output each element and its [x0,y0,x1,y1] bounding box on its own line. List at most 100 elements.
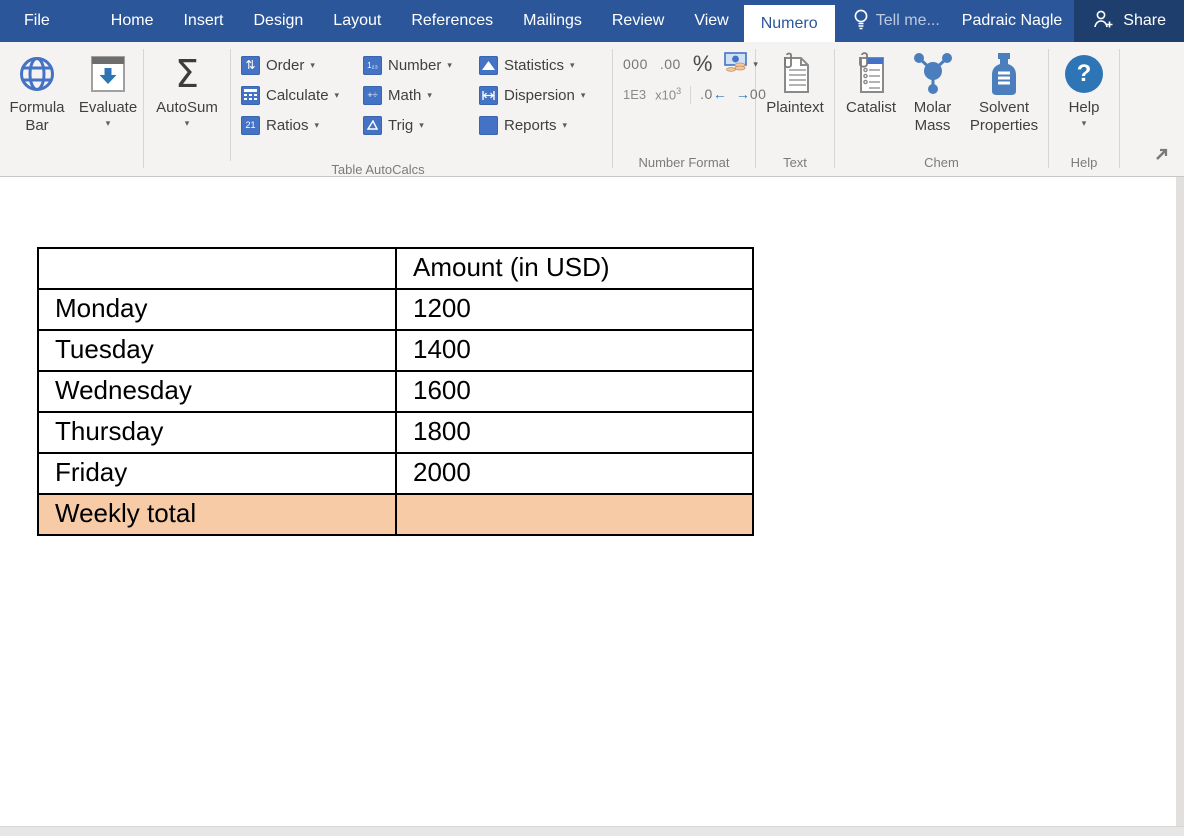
tab-insert[interactable]: Insert [183,12,224,29]
thousands-format-button[interactable]: 000 [623,55,648,72]
tab-home[interactable]: Home [110,12,154,29]
math-button[interactable]: +÷ Math ▾ [357,80,473,110]
amount-cell[interactable]: 1400 [395,329,754,372]
table-header-row: Amount (in USD) [37,247,754,290]
tab-mailings[interactable]: Mailings [523,12,582,29]
total-amount-cell[interactable] [395,493,754,536]
help-label: Help [1068,99,1100,116]
ribbon-group-autocalcs: Σ AutoSum ▾ ⇅ Order ▾ [144,42,612,177]
collapse-ribbon-icon[interactable] [1154,146,1170,166]
group-label-text: Text [783,155,807,170]
evaluate-dropdown-caret: ▾ [105,118,111,128]
ratios-caret: ▾ [314,120,320,130]
order-button[interactable]: ⇅ Order ▾ [235,50,357,80]
day-cell[interactable]: Thursday [37,411,397,454]
day-cell[interactable]: Wednesday [37,370,397,413]
mini-separator [690,85,692,104]
reports-square-icon [479,115,498,135]
help-question-icon: ? [1065,49,1103,99]
inner-separator [230,49,231,161]
total-label-cell[interactable]: Weekly total [37,493,397,536]
decimals-format-button[interactable]: .00 [659,55,681,72]
math-caret: ▾ [427,90,432,100]
sci-1e3-button[interactable]: 1E3 [623,87,647,102]
calculator-icon [241,85,260,105]
currency-format-button[interactable]: ▾ [724,51,758,76]
group-label-number-format: Number Format [638,155,730,170]
molar-mass-button[interactable]: Molar Mass [902,47,964,135]
day-cell[interactable]: Friday [37,452,397,495]
tell-me-label: Tell me... [875,12,940,29]
tab-view[interactable]: View [694,12,729,29]
ribbon-tab-bar: File Home Insert Design Layout Reference… [0,0,1184,42]
dispersion-caret: ▾ [580,90,586,100]
table-row: Monday 1200 [37,288,754,331]
ratios-21-icon: 21 [241,115,260,135]
tab-review[interactable]: Review [611,12,665,29]
plaintext-document-icon [777,49,813,99]
share-label: Share [1123,12,1166,29]
status-bar [0,826,1184,836]
header-cell-amount[interactable]: Amount (in USD) [395,247,754,290]
catalist-button[interactable]: Catalist [841,47,901,117]
lightbulb-icon [853,8,869,35]
plaintext-label: Plaintext [766,99,824,116]
table-row: Tuesday 1400 [37,329,754,372]
trig-button[interactable]: Trig ▾ [357,110,473,140]
share-person-icon [1092,8,1114,35]
tell-me-box[interactable]: Tell me... [843,0,950,42]
document-page: Amount (in USD) Monday 1200 Tuesday 1400… [0,177,1176,826]
amount-cell[interactable]: 1800 [395,411,754,454]
statistics-peak-icon [479,55,498,75]
ratios-button[interactable]: 21 Ratios ▾ [235,110,357,140]
dispersion-label: Dispersion [504,86,575,104]
group-label-autocalcs: Table AutoCalcs [331,162,425,177]
increase-decimal-button[interactable]: →00 [735,86,767,102]
dispersion-button[interactable]: Dispersion ▾ [473,80,609,110]
catalist-label: Catalist [845,99,897,116]
sales-table: Amount (in USD) Monday 1200 Tuesday 1400… [37,247,754,536]
ribbon-group-chem: Catalist Molar Ma [835,42,1048,176]
amount-cell[interactable]: 1600 [395,370,754,413]
user-name[interactable]: Padraic Nagle [961,12,1063,29]
tab-references[interactable]: References [411,12,494,29]
sci-x10-button[interactable]: x103 [655,86,682,103]
calculate-button[interactable]: Calculate ▾ [235,80,357,110]
number-button[interactable]: 1₂₃ Number ▾ [357,50,473,80]
evaluate-button[interactable]: Evaluate ▾ [75,47,141,129]
group-separator [1048,49,1049,168]
formula-bar-button[interactable]: Formula Bar [2,47,72,135]
tab-layout[interactable]: Layout [333,12,382,29]
number-label: Number [388,56,442,74]
group-separator [755,49,756,168]
share-button[interactable]: Share [1074,0,1184,42]
amount-cell[interactable]: 2000 [395,452,754,495]
tab-file[interactable]: File [24,12,50,29]
plaintext-button[interactable]: Plaintext [759,47,831,117]
ribbon-group-number-format: 000 .00 % [613,42,766,176]
help-button[interactable]: ? Help ▾ [1054,47,1114,129]
tab-design[interactable]: Design [253,12,304,29]
money-icon [724,51,748,76]
reports-button[interactable]: Reports ▾ [473,110,609,140]
order-label: Order [266,56,305,74]
amount-cell[interactable]: 1200 [395,288,754,331]
statistics-button[interactable]: Statistics ▾ [473,50,609,80]
statistics-label: Statistics [504,56,565,74]
solvent-properties-label: Solvent Properties [969,99,1039,134]
tab-numero[interactable]: Numero [743,5,835,42]
number-123-icon: 1₂₃ [363,55,382,75]
ratios-label: Ratios [266,116,309,134]
table-row: Thursday 1800 [37,411,754,454]
group-separator [143,49,144,168]
day-cell[interactable]: Tuesday [37,329,397,372]
math-label: Math [388,86,422,104]
percent-format-button[interactable]: % [692,50,713,76]
header-cell-empty[interactable] [37,247,397,290]
vertical-scrollbar[interactable] [1176,177,1184,826]
day-cell[interactable]: Monday [37,288,397,331]
decrease-decimal-button[interactable]: .0← [700,86,727,102]
autosum-button[interactable]: Σ AutoSum ▾ [144,47,230,129]
solvent-properties-button[interactable]: Solvent Properties [964,47,1044,135]
